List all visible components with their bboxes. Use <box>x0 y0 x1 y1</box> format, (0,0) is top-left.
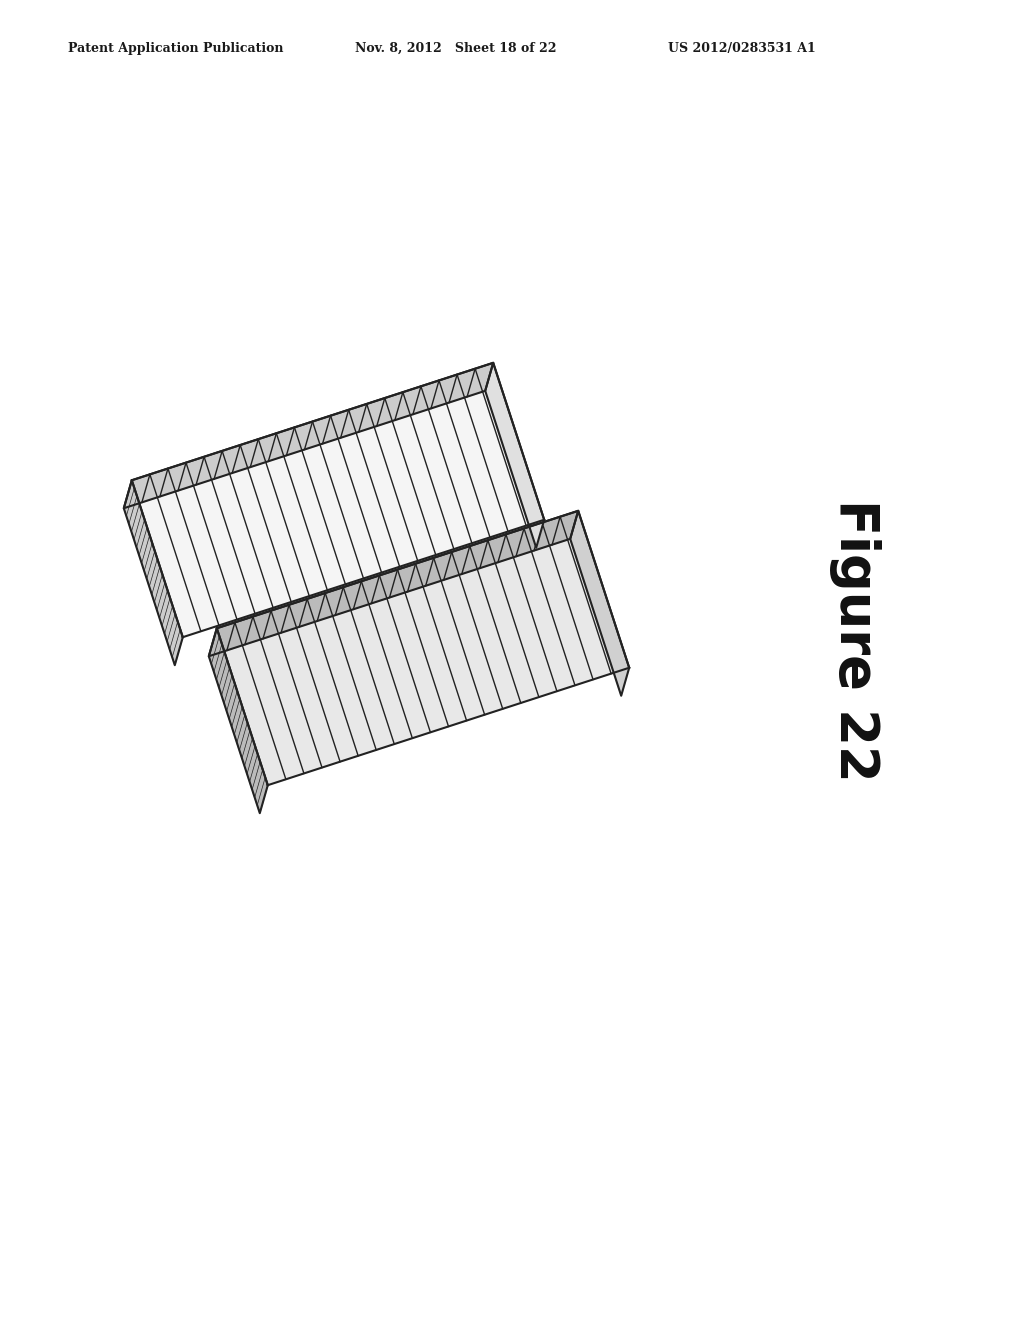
Polygon shape <box>485 363 544 548</box>
Text: Nov. 8, 2012   Sheet 18 of 22: Nov. 8, 2012 Sheet 18 of 22 <box>355 42 556 55</box>
Polygon shape <box>124 363 494 508</box>
Text: Patent Application Publication: Patent Application Publication <box>68 42 284 55</box>
Polygon shape <box>124 480 183 665</box>
Polygon shape <box>217 511 629 785</box>
Polygon shape <box>209 628 268 813</box>
Polygon shape <box>132 363 544 638</box>
Polygon shape <box>570 511 629 696</box>
Polygon shape <box>209 511 579 656</box>
Text: Figure 22: Figure 22 <box>829 499 881 781</box>
Text: US 2012/0283531 A1: US 2012/0283531 A1 <box>668 42 816 55</box>
